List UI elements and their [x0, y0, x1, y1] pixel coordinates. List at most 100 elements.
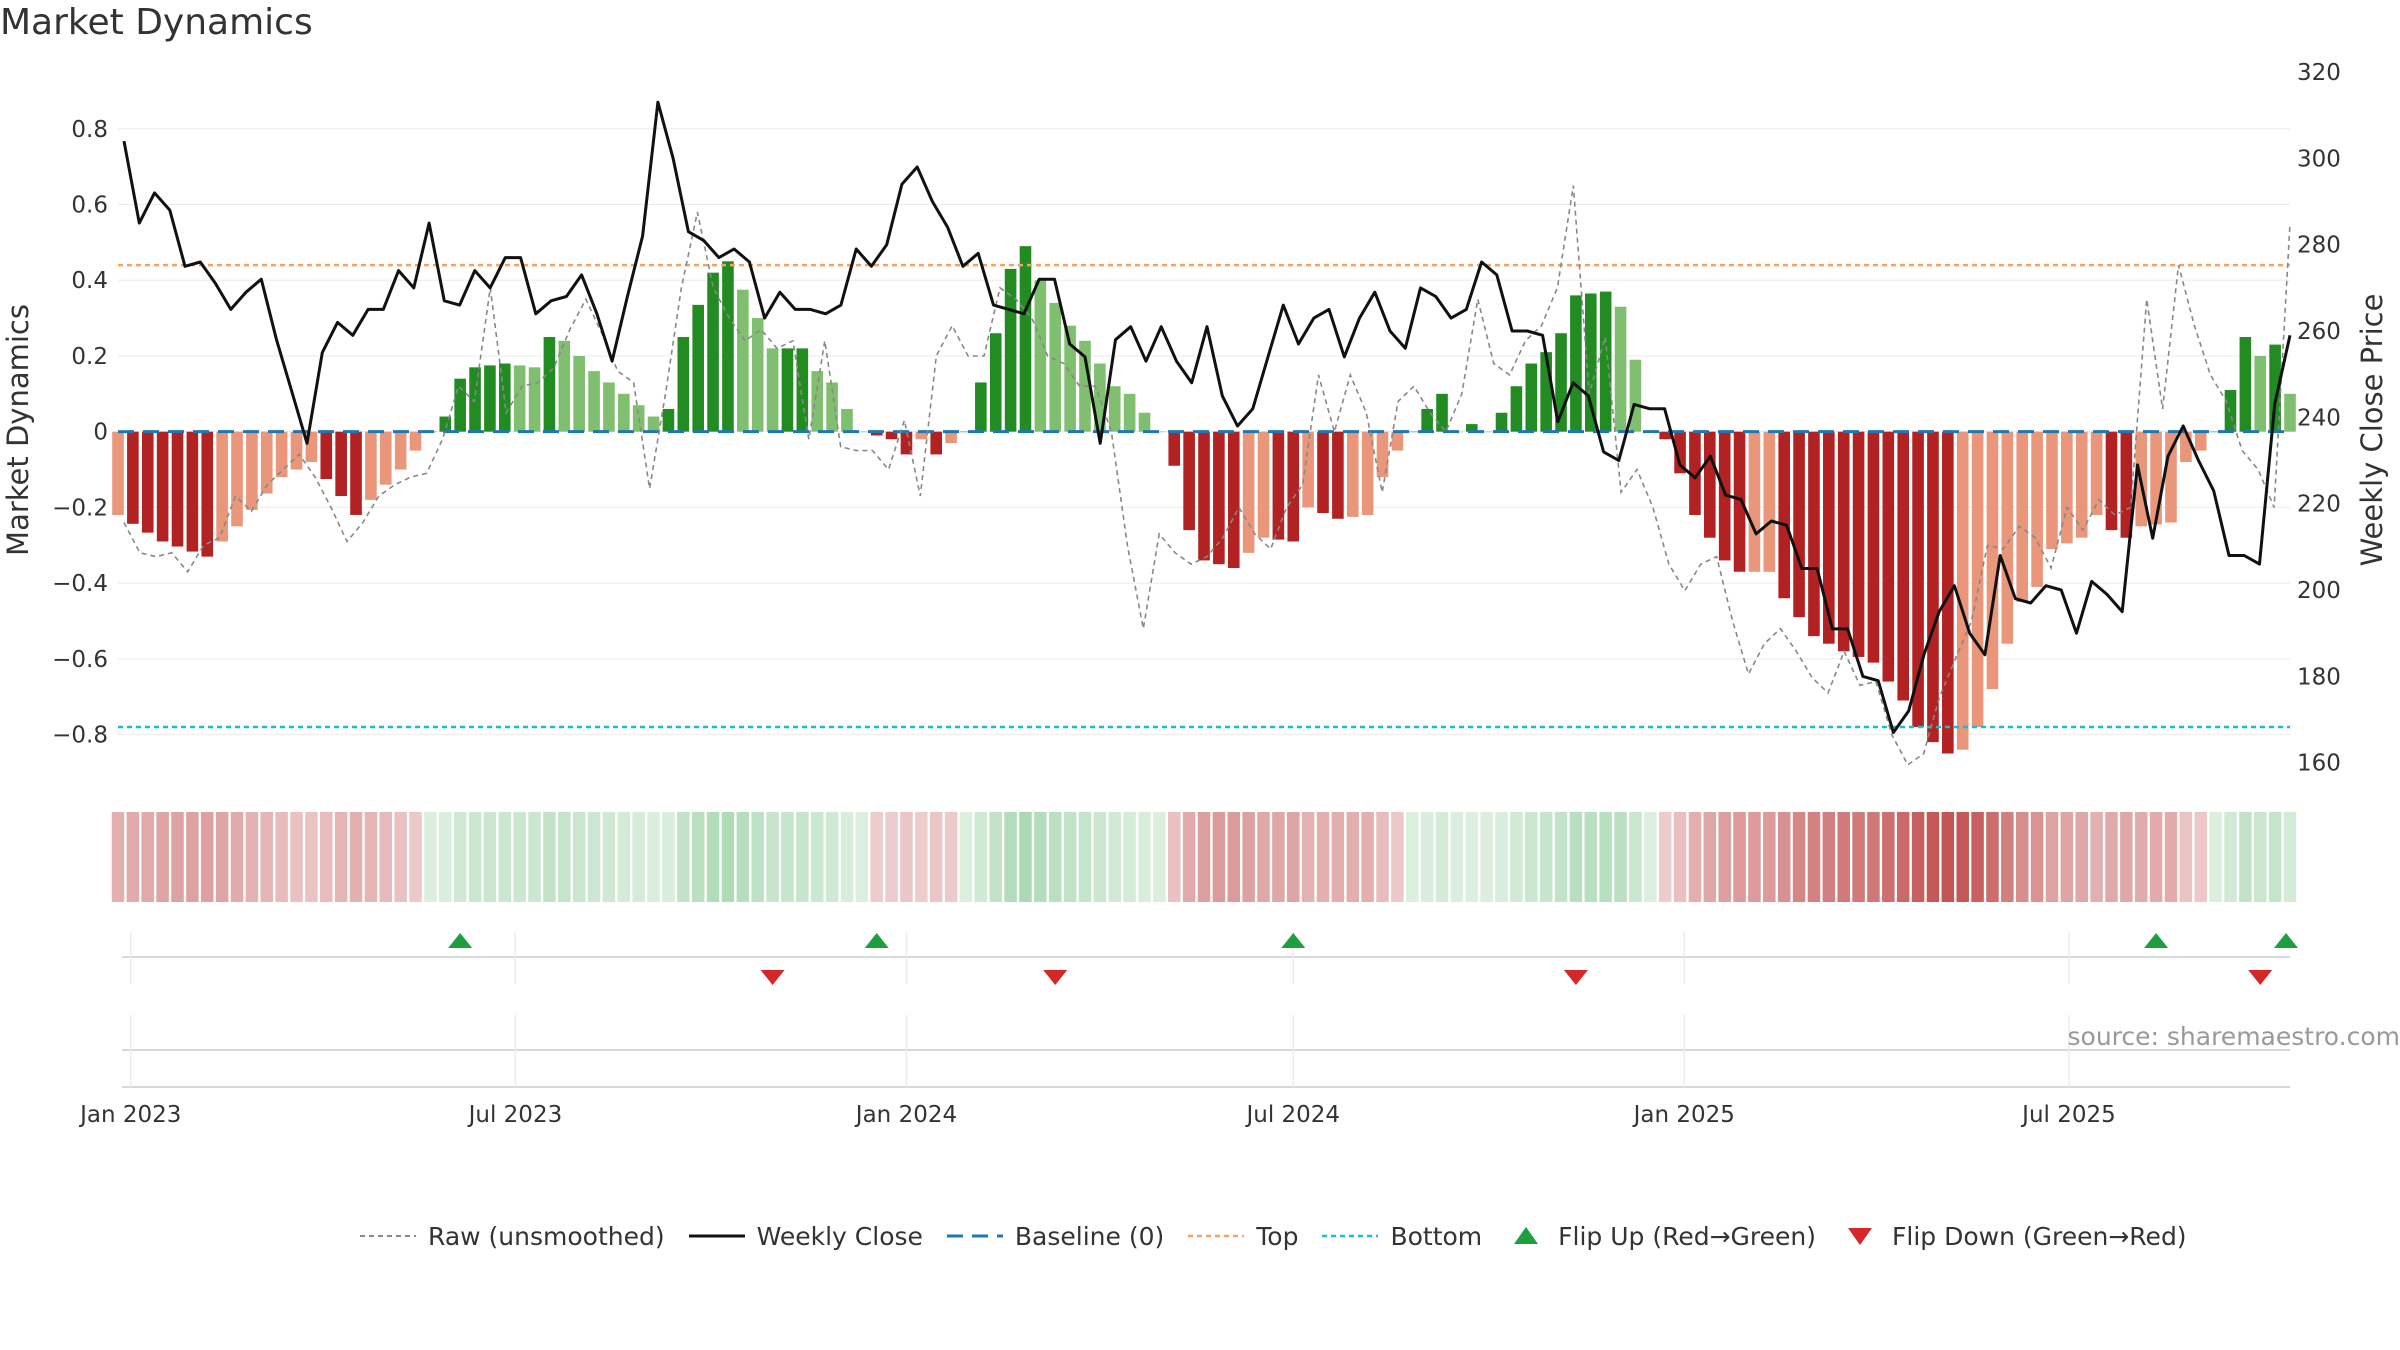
heat-strip-cell: [1539, 812, 1553, 902]
x-tick-label: Jul 2024: [1244, 1102, 1340, 1128]
heat-strip-cell: [513, 812, 526, 902]
dynamics-bar: [1614, 306, 1627, 432]
legend-label-bottom: Bottom: [1390, 1221, 1483, 1251]
heat-strip-cell: [320, 812, 333, 902]
heat-strip-cell: [781, 812, 794, 902]
heat-strip-cell: [2120, 812, 2133, 902]
x-axis: Jan 2023 Jul 2023 Jan 2024 Jul 2024 Jan 2025…: [78, 1102, 2116, 1128]
dynamics-bar: [975, 382, 987, 432]
dynamics-bar: [900, 431, 913, 455]
heat-strip-cell: [1852, 812, 1865, 902]
heat-strip-cell: [959, 812, 973, 902]
dynamics-bar: [335, 431, 347, 497]
legend-label-raw: Raw (unsmoothed): [428, 1221, 665, 1251]
heat-strip-cell: [1331, 812, 1345, 902]
legend-label-baseline: Baseline (0): [1014, 1221, 1165, 1251]
heat-strip-cell: [751, 812, 764, 902]
dynamics-bar: [1153, 431, 1166, 433]
heat-strip-cell: [334, 812, 348, 902]
heat-strip-cell: [1971, 812, 1984, 902]
dynamics-bar: [2001, 431, 2014, 644]
heat-strip-cell: [215, 812, 229, 902]
dynamics-bar: [2239, 337, 2252, 432]
flip-up-marker: [448, 933, 473, 948]
heat-strip-cell: [156, 812, 169, 902]
dynamics-bar: [1198, 431, 1210, 561]
heat-strip-cell: [2105, 812, 2118, 902]
dynamics-bar: [1823, 431, 1835, 644]
y-tick-label: 0.6: [71, 193, 108, 219]
grid-lines: [118, 128, 2290, 736]
dynamics-bar: [484, 365, 496, 432]
heat-strip-cell: [1316, 812, 1330, 902]
heat-strip-cell: [379, 812, 393, 902]
x-tick-label: Jul 2023: [467, 1102, 563, 1128]
heat-strip-cell: [1227, 812, 1241, 902]
dynamics-bar: [1510, 386, 1523, 432]
heat-strip-cell: [2060, 812, 2074, 902]
heat-strip-cell: [989, 812, 1002, 902]
dynamics-bar: [1778, 431, 1790, 599]
dynamics-bar: [1837, 431, 1850, 652]
dynamics-bar: [1495, 412, 1508, 432]
market-dynamics-chart: −0.8 −0.6 −0.4 −0.2 0 0.2 0.4 0.6 0.8 160 180 200 2…: [1, 60, 2389, 1128]
heat-strip-cell: [1301, 812, 1315, 902]
heat-strip-cell: [1986, 812, 1999, 902]
heat-strip-cell: [1495, 812, 1508, 902]
dynamics-bar: [1748, 431, 1761, 572]
dynamics-bar: [1897, 431, 1910, 701]
dynamics-bar: [811, 371, 824, 432]
heat-strip-cell: [111, 812, 125, 902]
heat-strip-cell: [1911, 812, 1925, 902]
flip-down-marker: [1043, 970, 1068, 985]
dynamics-bar: [2075, 431, 2088, 538]
dynamics-bar: [1094, 363, 1106, 432]
heat-strip-cell: [810, 812, 824, 902]
heat-strip-cell: [587, 812, 601, 902]
dynamics-bar: [1257, 431, 1270, 538]
heat-strip-cell: [2179, 812, 2193, 902]
dynamics-bar: [1183, 431, 1195, 531]
y2-tick-label: 180: [2297, 664, 2341, 690]
flip-markers-panel: [122, 932, 2298, 1088]
heat-strip-cell: [1182, 812, 1196, 902]
heat-strip-cell: [364, 812, 378, 902]
dynamics-bar: [2180, 431, 2192, 462]
dynamics-bar: [320, 431, 333, 480]
heat-strip-cell: [558, 812, 571, 902]
dynamics-bar: [1986, 431, 1999, 690]
dynamics-bar: [1629, 359, 1642, 432]
dynamics-bar: [379, 431, 392, 485]
flip-up-marker: [1281, 933, 1306, 948]
heat-strip-cell: [230, 812, 244, 902]
heat-strip-cell: [2090, 812, 2103, 902]
dynamics-bar: [1733, 431, 1746, 572]
dynamics-bar: [796, 348, 809, 432]
legend-item-close: Weekly Close: [688, 1222, 923, 1251]
heat-strip-cell: [2209, 812, 2222, 902]
legend-label-flip-up: Flip Up (Red→Green): [1558, 1221, 1817, 1251]
dynamics-bar: [603, 382, 615, 432]
heat-strip-cell: [1673, 812, 1687, 902]
dynamics-bar: [1912, 431, 1924, 727]
heat-strip-cell: [1361, 812, 1374, 902]
flip-up-marker: [2144, 933, 2169, 948]
dynamics-bar: [1108, 386, 1121, 432]
heat-strip-cell: [1420, 812, 1434, 902]
dynamics-bar: [1971, 431, 1984, 727]
dynamics-bar: [1317, 431, 1329, 514]
dynamics-bar: [2046, 431, 2058, 550]
heat-strip-cell: [1465, 812, 1479, 902]
dynamics-bar: [1659, 431, 1671, 440]
x-tick-label: Jan 2024: [854, 1102, 957, 1128]
heat-strip-cell: [1138, 812, 1151, 902]
dynamics-bar: [186, 431, 199, 552]
y-tick-label: −0.2: [52, 495, 108, 521]
legend-item-top: Top: [1188, 1222, 1298, 1251]
dynamics-bar: [1793, 431, 1805, 618]
heat-strip-cell: [1941, 812, 1955, 902]
dynamics-bar: [260, 431, 273, 494]
dynamics-bar: [1852, 431, 1865, 657]
dynamics-bar: [1956, 431, 1969, 750]
x-tick-label: Jan 2023: [78, 1102, 181, 1128]
